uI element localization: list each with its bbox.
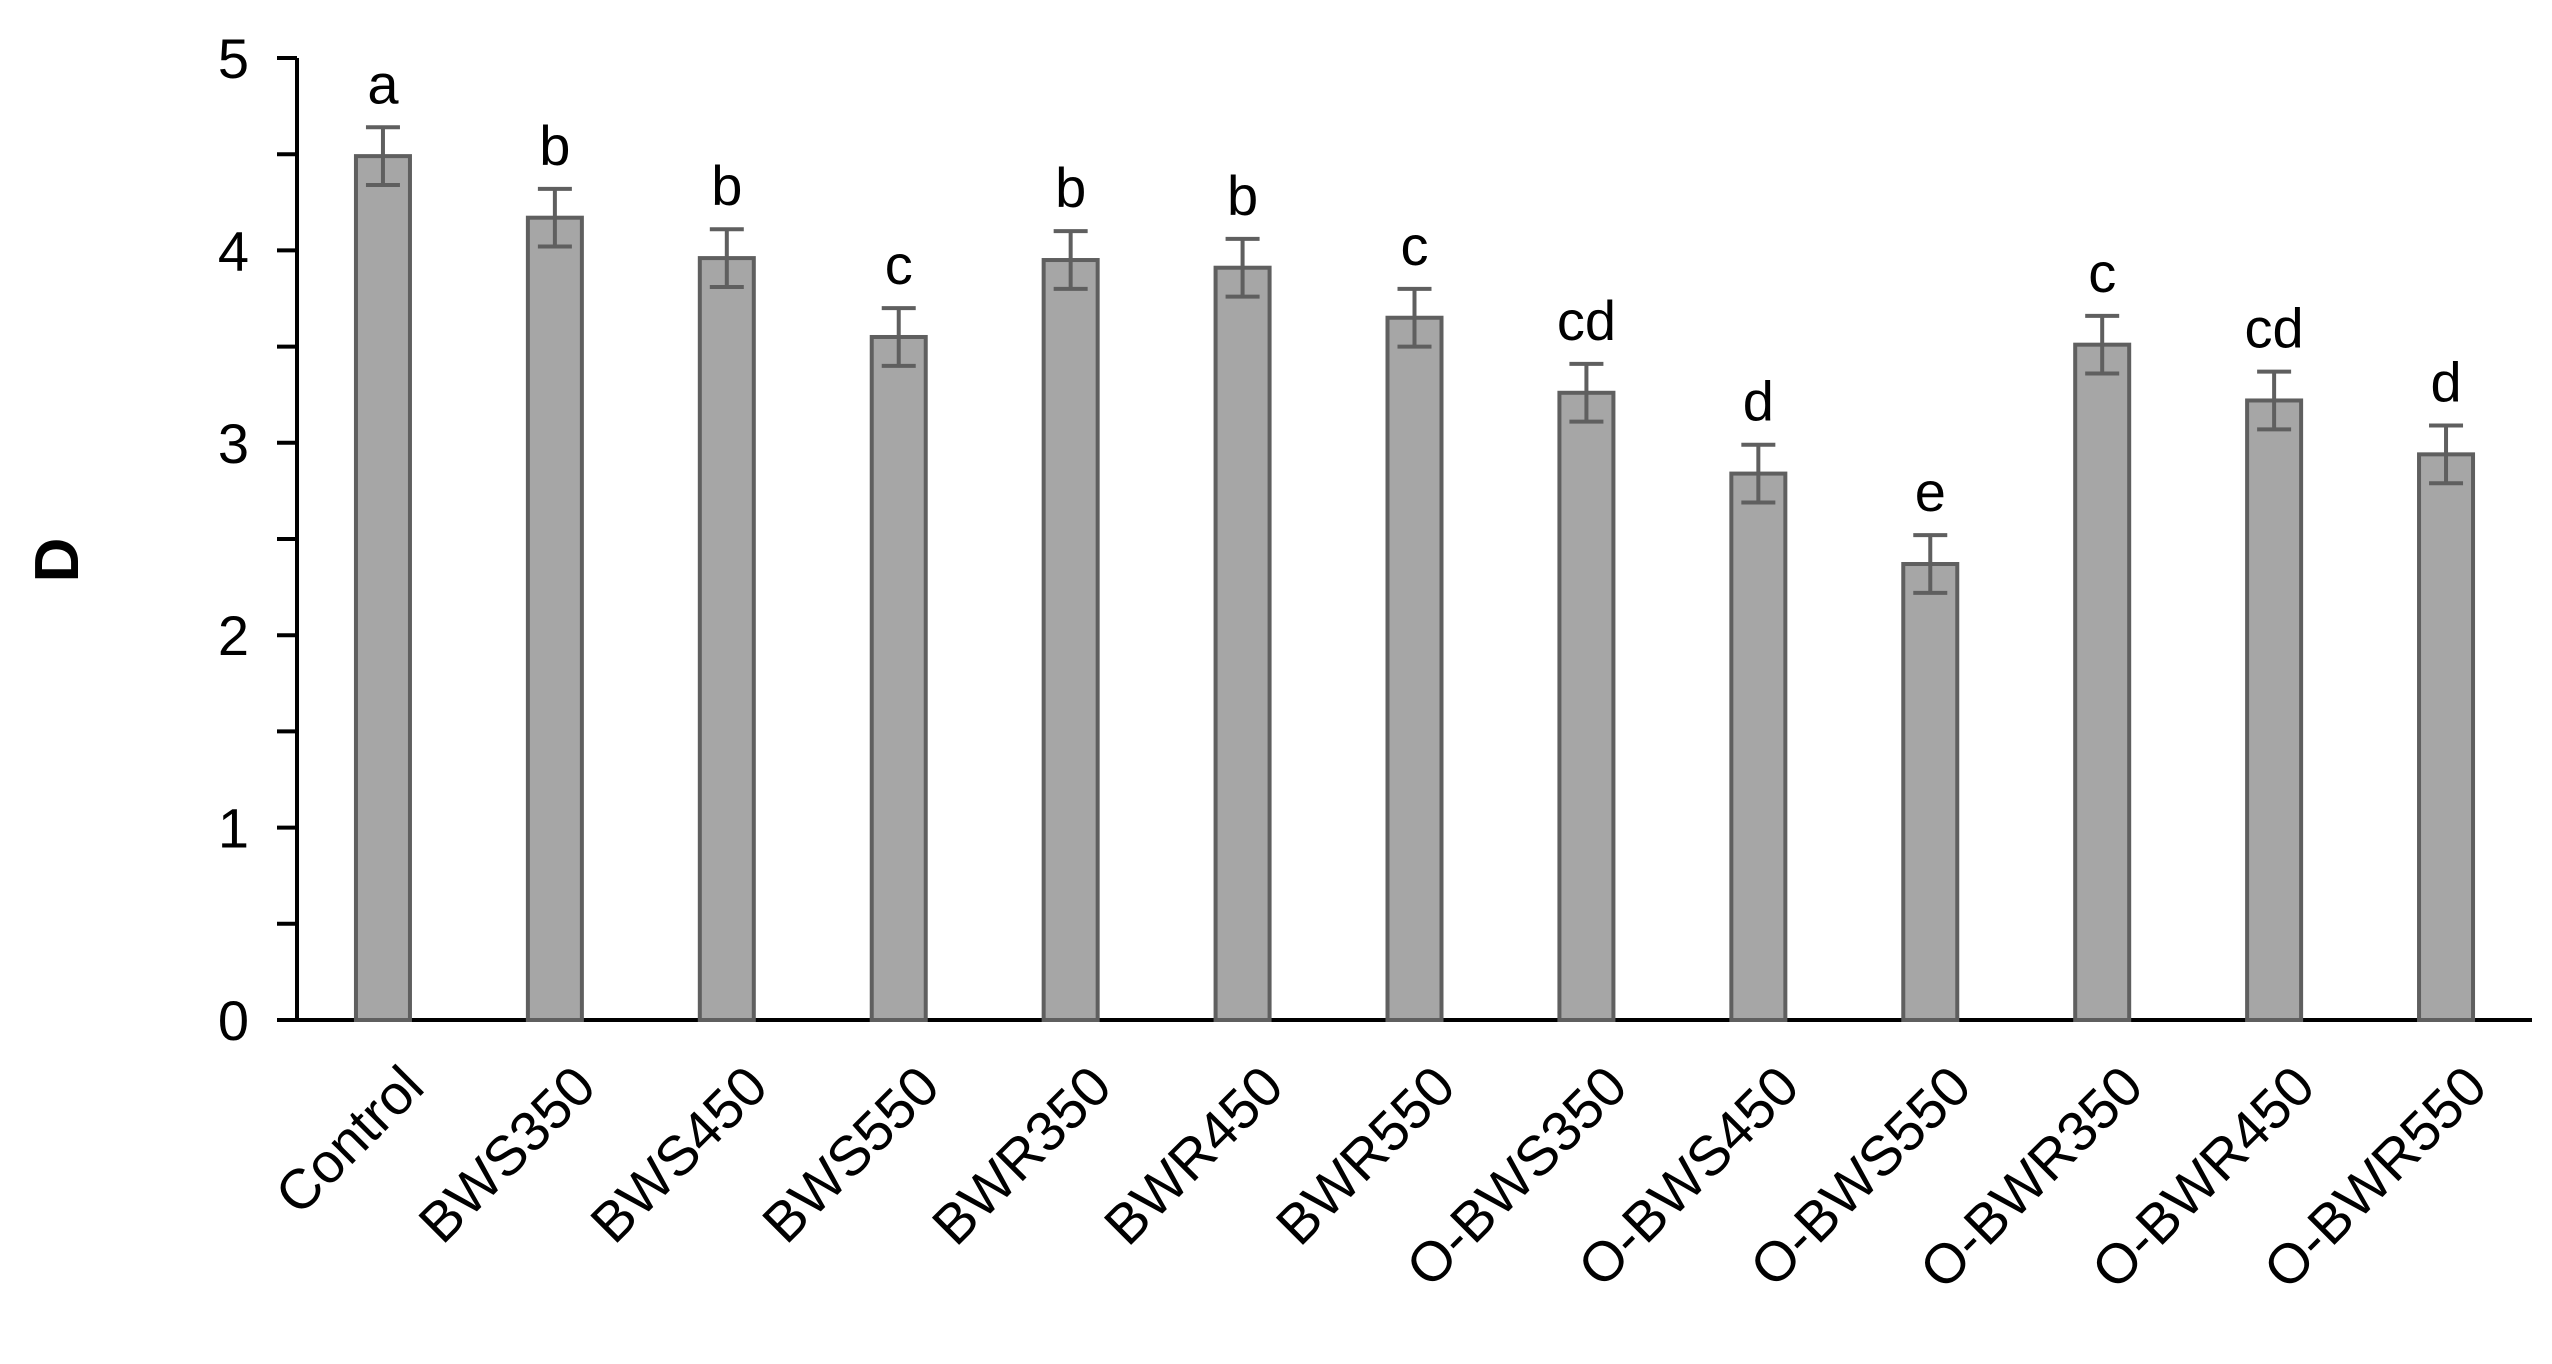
bar	[353, 154, 412, 1022]
bar	[1729, 471, 1788, 1023]
error-bars	[365, 125, 2464, 595]
significance-letter: c	[2088, 241, 2116, 304]
y-tick-label: 3	[218, 412, 249, 475]
category-labels: ControlBWS350BWS450BWS550BWR350BWR450BWR…	[263, 1054, 2498, 1301]
significance-letter: e	[1915, 460, 1946, 523]
bar	[1213, 265, 1272, 1022]
category-label: BWR450	[1092, 1054, 1295, 1257]
category-label: BWS450	[578, 1054, 779, 1255]
bar	[2073, 342, 2132, 1022]
category-label: BWS350	[406, 1054, 607, 1255]
significance-letter: a	[367, 52, 399, 115]
significance-letter: b	[1227, 164, 1258, 227]
y-tick-label: 2	[218, 604, 249, 667]
bar	[1901, 562, 1960, 1023]
category-label: Control	[263, 1054, 435, 1226]
bar	[525, 215, 584, 1022]
significance-letter: c	[1401, 214, 1429, 277]
significance-letter: b	[1055, 156, 1086, 219]
bar	[1041, 258, 1100, 1022]
category-label: BWS550	[750, 1054, 951, 1255]
significance-letters: a b b c b b c cd d e c cd d	[367, 52, 2461, 523]
y-axis: 0 1 2 3 4 5	[218, 27, 299, 1052]
bar	[869, 334, 928, 1023]
y-tick-label: 0	[218, 989, 249, 1052]
significance-letter: b	[711, 154, 742, 217]
bars	[353, 154, 2476, 1023]
y-tick-label: 5	[218, 27, 249, 90]
bar	[2245, 398, 2304, 1022]
significance-letter: cd	[2245, 297, 2304, 360]
y-tick-label: 1	[218, 797, 249, 860]
significance-letter: d	[2430, 350, 2461, 413]
bar	[1385, 315, 1444, 1022]
bar	[1557, 390, 1616, 1022]
bar	[697, 256, 756, 1022]
category-label: BWR350	[920, 1054, 1123, 1257]
significance-letter: d	[1743, 370, 1774, 433]
significance-letter: cd	[1557, 289, 1616, 352]
bar	[2417, 452, 2476, 1022]
y-axis-title: D	[23, 538, 92, 583]
significance-letter: c	[885, 233, 913, 296]
y-tick-label: 4	[218, 219, 249, 282]
significance-letter: b	[539, 114, 570, 177]
